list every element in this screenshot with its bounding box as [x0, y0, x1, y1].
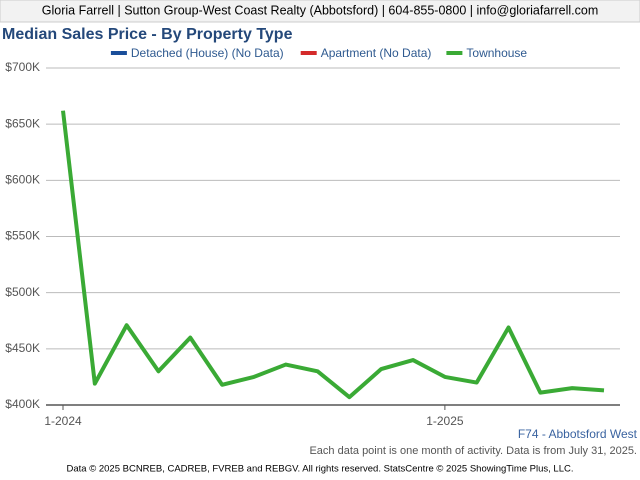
- note: Each data point is one month of activity…: [309, 445, 637, 457]
- x-tick-label: 1-2025: [426, 414, 464, 428]
- y-tick-label: $400K: [5, 397, 40, 411]
- legend-swatch: [110, 51, 127, 55]
- footer: Data © 2025 BCNREB, CADREB, FVREB and RE…: [67, 464, 574, 475]
- y-tick-label: $600K: [5, 173, 40, 187]
- series-line: [61, 110, 605, 400]
- x-tick-label: 1-2024: [44, 414, 82, 428]
- legend-swatch: [300, 51, 317, 55]
- chart-title: Median Sales Price - By Property Type: [2, 26, 293, 43]
- header: Gloria Farrell | Sutton Group-West Coast…: [42, 3, 598, 17]
- legend-swatch: [446, 51, 463, 55]
- legend-label: Detached (House) (No Data): [131, 46, 284, 60]
- y-tick-label: $500K: [5, 285, 40, 299]
- annotation: F74 - Abbotsford West: [518, 427, 638, 441]
- y-tick-label: $450K: [5, 341, 40, 355]
- y-tick-label: $550K: [5, 229, 40, 243]
- legend-label: Apartment (No Data): [321, 46, 432, 60]
- header-bar: [0, 0, 640, 23]
- legend-label: Townhouse: [466, 46, 527, 60]
- y-tick-label: $650K: [5, 116, 40, 130]
- y-tick-label: $700K: [5, 60, 40, 74]
